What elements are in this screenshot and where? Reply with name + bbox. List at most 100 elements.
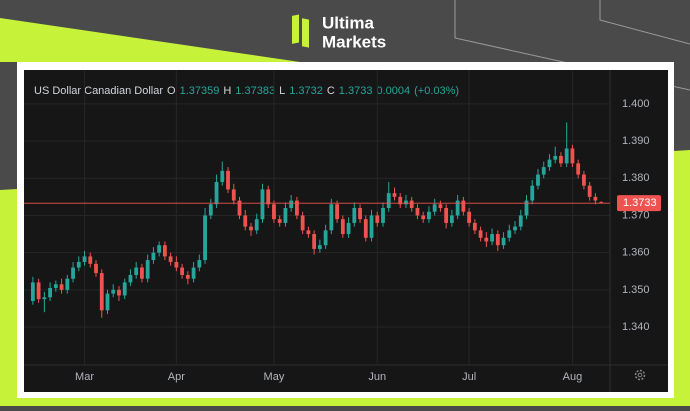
candle-body (117, 289, 121, 296)
candle-body (363, 219, 368, 238)
candle-body (536, 174, 540, 186)
candle-body (30, 282, 35, 302)
x-tick-label: May (264, 371, 285, 383)
candle-body (547, 159, 552, 168)
candle-body (277, 219, 282, 223)
candle-body (168, 256, 173, 262)
candle-body (105, 293, 110, 311)
candle-body (553, 155, 558, 160)
candle-body (254, 219, 259, 231)
legend: US Dollar Canadian Dollar O 1.37359 H 1.3738… (34, 85, 459, 97)
candle-body (386, 193, 391, 209)
candle-body (524, 200, 529, 216)
candle-body (157, 245, 162, 253)
legend-text: O (167, 85, 176, 97)
plot-bg (24, 70, 668, 392)
candle-body (501, 237, 506, 246)
candle-body (346, 222, 351, 235)
candle-body (513, 226, 517, 231)
candle-body (404, 200, 408, 205)
legend-text: 1.37383 (235, 85, 275, 97)
candle-body (88, 256, 93, 264)
candle-body (145, 260, 150, 279)
candle-body (76, 261, 81, 268)
x-tick-label: Apr (168, 371, 185, 383)
candle-body (65, 278, 70, 290)
x-tick-label: Jul (462, 371, 476, 383)
candle-body (576, 163, 581, 175)
candle-body (237, 200, 242, 216)
candle-body (358, 208, 362, 220)
legend-text: 0.0004 (376, 85, 410, 97)
candle-body (71, 267, 75, 279)
y-tick-label: 1.360 (622, 247, 650, 259)
candle-body (226, 170, 230, 190)
legend-text: 1.3732 (289, 85, 323, 97)
candle-body (472, 222, 477, 231)
candle-body (53, 284, 58, 288)
x-tick-label: Mar (75, 371, 94, 383)
y-tick-label: 1.350 (622, 284, 650, 296)
candle-body (427, 211, 431, 220)
candle-body (375, 215, 380, 223)
y-tick-label: 1.390 (622, 135, 650, 147)
last-price-box (617, 195, 661, 212)
candle-body (570, 148, 575, 164)
candle-body (300, 215, 305, 231)
candle-body (260, 189, 265, 220)
candle-body (455, 200, 460, 216)
candle-body (306, 230, 311, 235)
legend-text: (+0.03%) (414, 85, 459, 97)
candle-body (128, 274, 133, 283)
candle-body (335, 204, 339, 220)
candle-body (180, 267, 185, 275)
legend-text: 1.37359 (180, 85, 220, 97)
candle-body (174, 261, 179, 268)
candle-body (243, 215, 248, 227)
settings-icon[interactable] (634, 369, 646, 381)
candle-body (593, 196, 598, 201)
x-tick-label: Jun (368, 371, 386, 383)
candle-body (122, 282, 127, 296)
candle-body (323, 230, 328, 246)
candle-body (140, 267, 144, 279)
candle-body (582, 174, 586, 186)
logo-icon (292, 14, 309, 48)
accent (0, 18, 300, 62)
grid (24, 70, 610, 365)
legend-text: 1.3733 (339, 85, 373, 97)
candle-body (134, 267, 139, 275)
candle-body (369, 215, 374, 238)
candle-body (99, 273, 104, 311)
candle-body (266, 189, 271, 205)
candle-body (484, 237, 489, 242)
legend-text: L (279, 85, 285, 97)
candle-body (541, 167, 546, 175)
candle-body (185, 274, 190, 279)
brand: Markets (322, 32, 386, 51)
candle-body (203, 215, 207, 261)
candle-body (48, 287, 52, 298)
candle-body (329, 204, 334, 231)
candle-body (599, 202, 604, 204)
candle-body (467, 211, 472, 223)
candle-body (82, 256, 87, 262)
candle-body (449, 215, 454, 223)
candle-body (478, 230, 483, 238)
candle-body (564, 148, 569, 164)
candle-body (312, 234, 317, 249)
legend-text: US Dollar Canadian Dollar (34, 85, 163, 97)
candle-body (59, 284, 64, 290)
brand: Ultima (322, 13, 375, 32)
candle-body (197, 260, 202, 268)
candle-body (162, 245, 167, 257)
candle-body (249, 226, 253, 231)
candle-body (231, 189, 236, 201)
candle-body (214, 181, 219, 205)
candle-body (381, 208, 385, 223)
candle-body (42, 297, 47, 300)
candle-body (438, 204, 443, 209)
x-tick-label: Aug (563, 371, 583, 383)
